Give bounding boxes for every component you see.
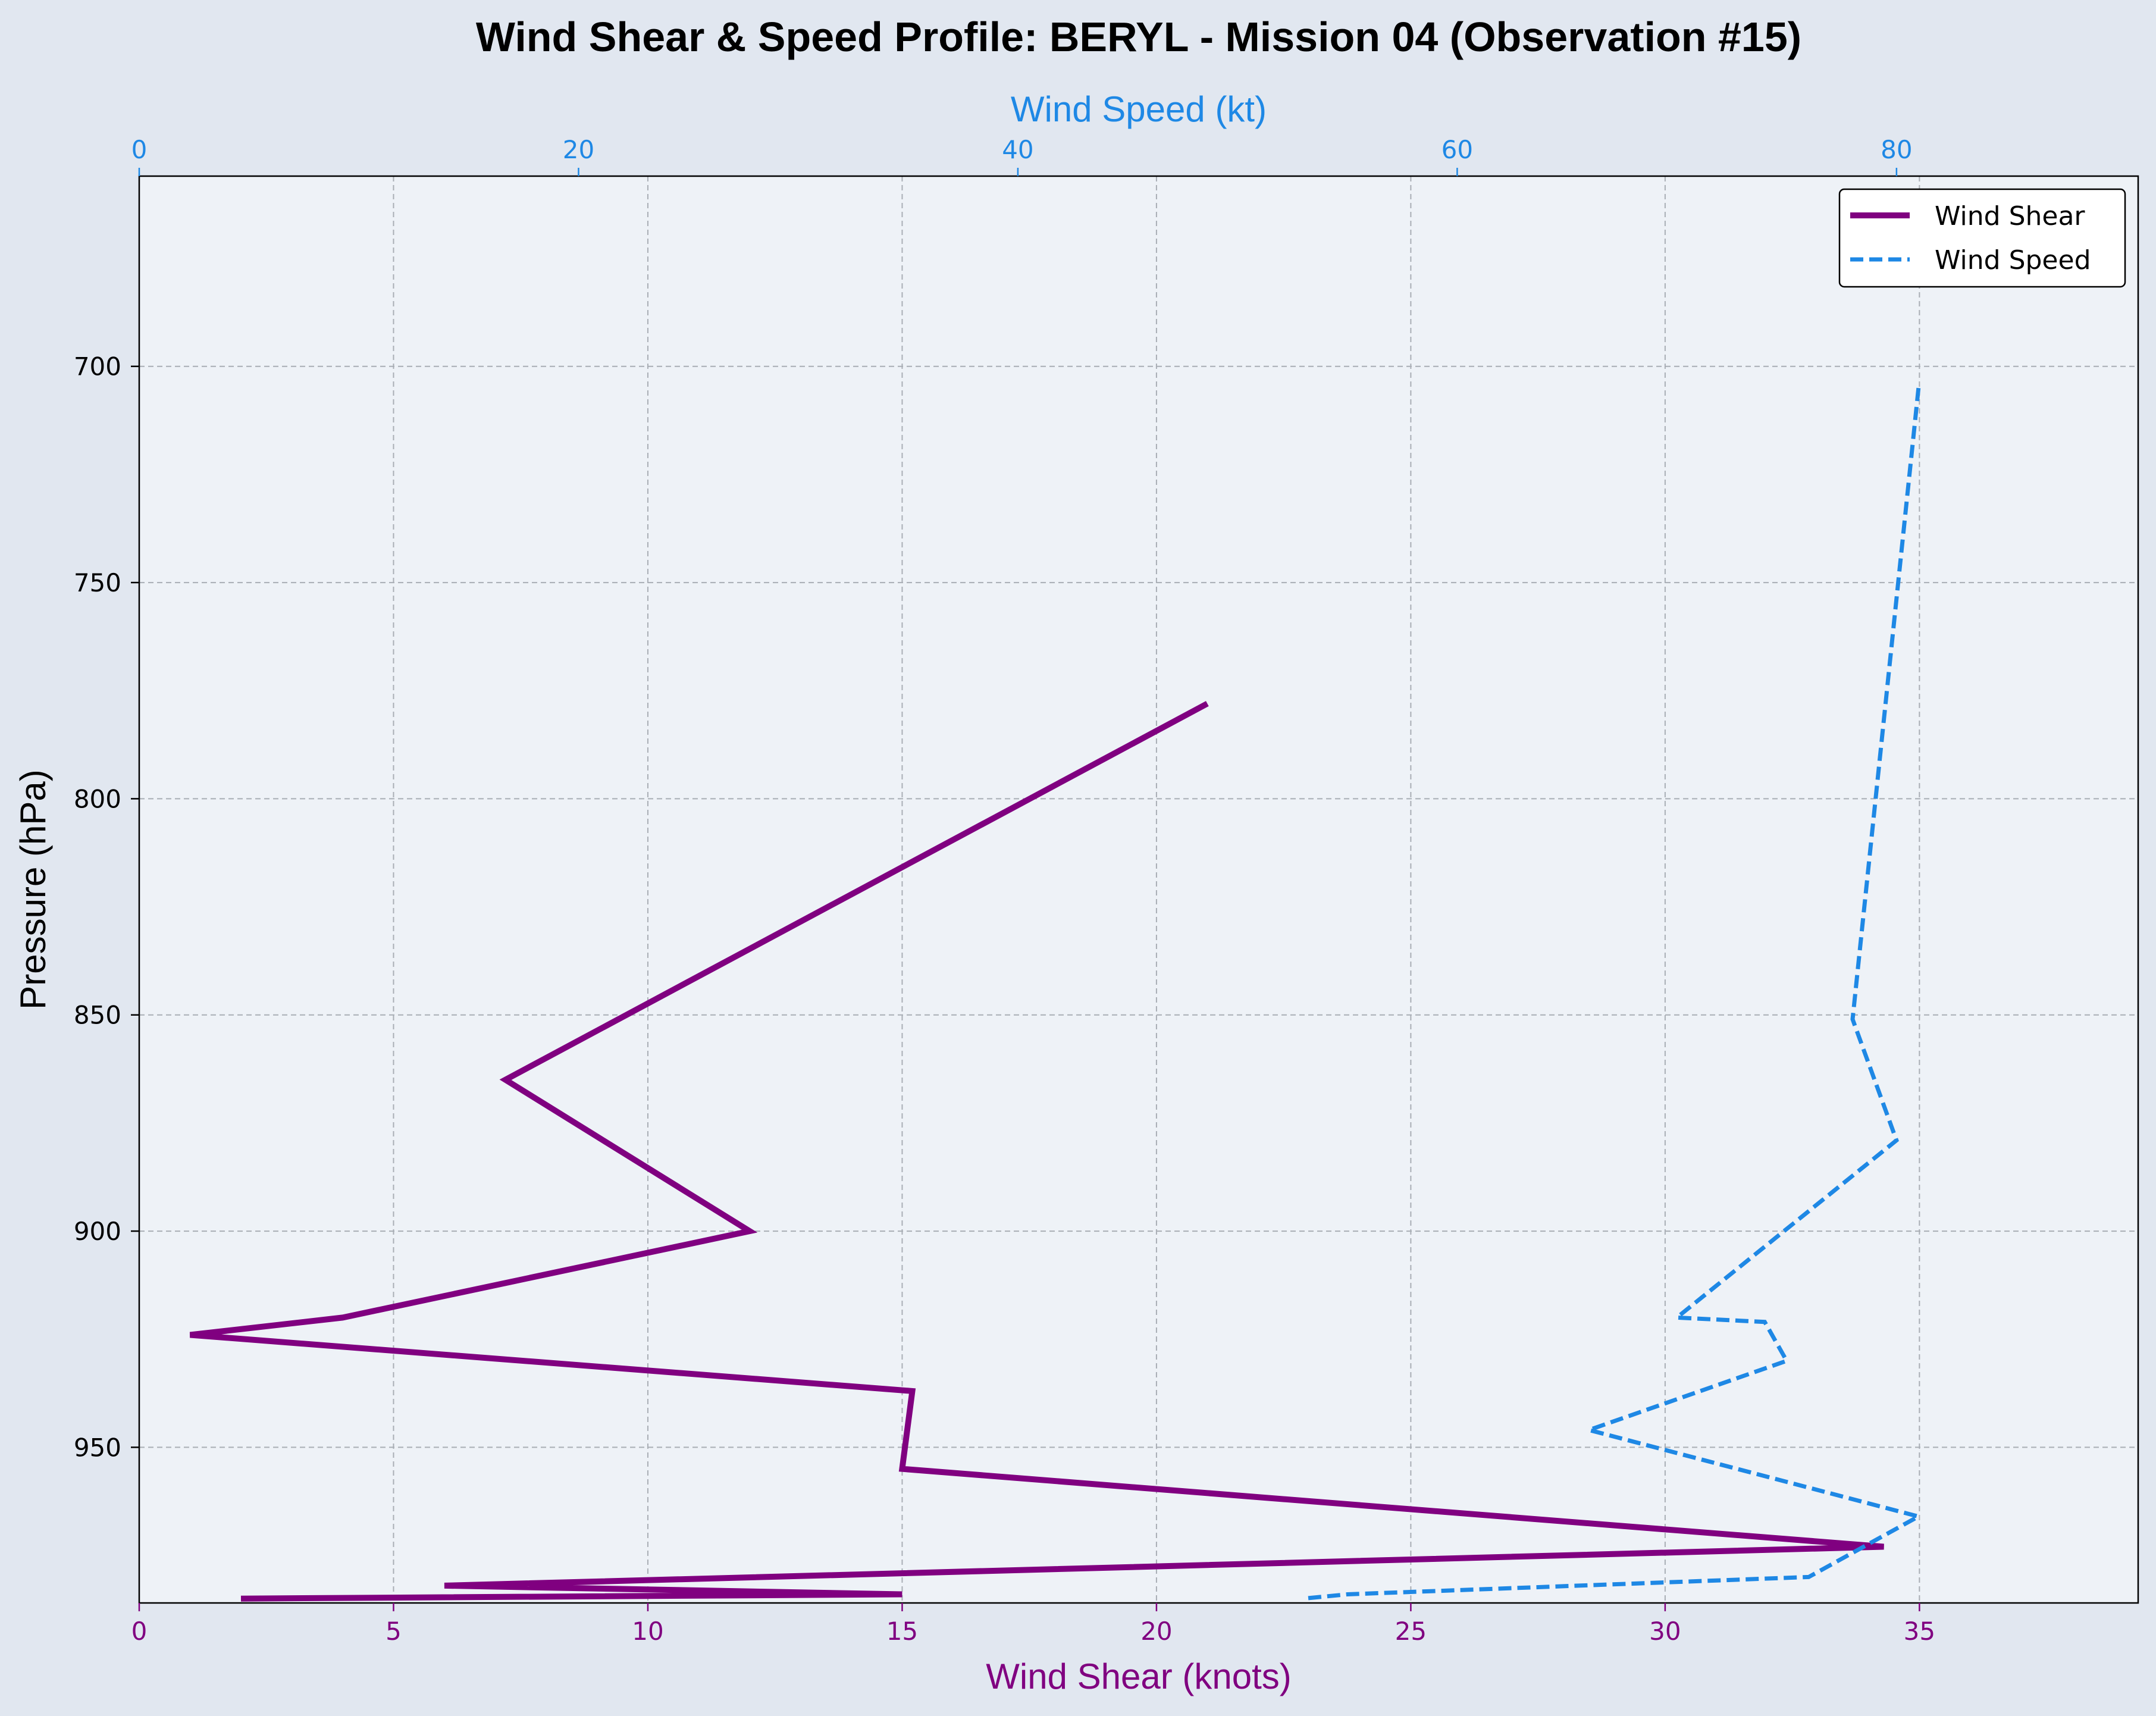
legend: Wind Shear Wind Speed <box>1838 188 2126 288</box>
top-tick-label: 40 <box>1002 135 1033 164</box>
y-tick-label: 950 <box>74 1433 121 1462</box>
y-axis-label: Pressure (hPa) <box>13 769 53 1009</box>
x-axis-label: Wind Shear (knots) <box>986 1656 1292 1696</box>
top-axis-label: Wind Speed (kt) <box>1011 89 1267 129</box>
x-tick-label: 0 <box>131 1617 148 1646</box>
y-tick-label: 700 <box>74 352 121 381</box>
plot-area <box>139 176 2138 1603</box>
x-tick-label: 15 <box>886 1617 918 1646</box>
plot-frame <box>138 175 2139 1604</box>
chart-title: Wind Shear & Speed Profile: BERYL - Miss… <box>476 14 1801 60</box>
y-tick-label: 800 <box>74 784 121 813</box>
axis-ticks: 0 5 10 15 20 25 30 35 0 20 40 60 80 700 750 800 850 900 95… <box>74 135 1935 1646</box>
y-tick-label: 900 <box>74 1217 121 1246</box>
x-tick-label: 20 <box>1140 1617 1172 1646</box>
y-tick-label: 850 <box>74 1001 121 1030</box>
x-tick-label: 25 <box>1395 1617 1427 1646</box>
wind-shear-line <box>189 701 1884 1602</box>
top-tick-label: 60 <box>1441 135 1473 164</box>
y-tick-label: 750 <box>74 568 121 597</box>
x-tick-label: 30 <box>1649 1617 1681 1646</box>
legend-wind-shear-label: Wind Shear <box>1935 201 2085 231</box>
grid-lines <box>139 176 2138 1603</box>
legend-box <box>1838 188 2126 288</box>
wind-speed-line <box>1303 387 1925 1601</box>
x-tick-label: 5 <box>386 1617 402 1646</box>
top-tick-label: 0 <box>131 135 148 164</box>
x-tick-label: 35 <box>1904 1617 1935 1646</box>
top-tick-label: 20 <box>563 135 594 164</box>
x-tick-label: 10 <box>632 1617 663 1646</box>
legend-wind-speed-label: Wind Speed <box>1935 245 2091 275</box>
top-tick-label: 80 <box>1881 135 1912 164</box>
series-layer <box>189 387 1925 1602</box>
